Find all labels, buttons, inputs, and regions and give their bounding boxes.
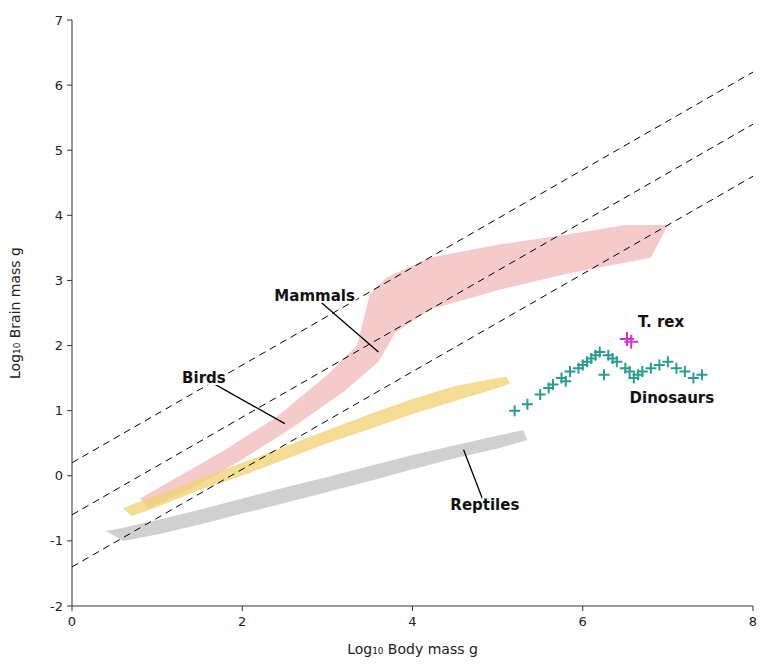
point xyxy=(599,369,610,380)
y-tick xyxy=(67,606,72,607)
y-tick xyxy=(67,410,72,411)
y-tick-label: 1 xyxy=(55,403,63,418)
annotation: Mammals xyxy=(274,287,355,305)
point xyxy=(628,373,639,384)
point xyxy=(522,399,533,410)
y-tick-label: 4 xyxy=(55,208,63,223)
guide-line xyxy=(72,176,753,567)
x-tick-label: 6 xyxy=(579,614,587,629)
y-tick xyxy=(67,215,72,216)
y-tick-label: 5 xyxy=(55,143,63,158)
point xyxy=(679,366,690,377)
point xyxy=(577,360,588,371)
point xyxy=(662,356,673,367)
y-tick xyxy=(67,150,72,151)
plot-area xyxy=(72,72,753,567)
y-tick xyxy=(67,345,72,346)
point xyxy=(611,356,622,367)
annotation: Reptiles xyxy=(450,496,519,514)
y-tick xyxy=(67,475,72,476)
chart: 0 2 4 6 8 -2 -1 0 1 2 3 4 5 6 7 Log₁₀ Body mass g Log₁₀ … xyxy=(0,0,777,668)
y-tick-label: 2 xyxy=(55,338,63,353)
y-tick xyxy=(67,540,72,541)
point xyxy=(509,405,520,416)
x-tick-label: 4 xyxy=(408,614,416,629)
point xyxy=(688,373,699,384)
y-tick-label: 0 xyxy=(55,468,63,483)
point xyxy=(535,389,546,400)
x-tick xyxy=(412,606,413,611)
x-tick xyxy=(753,606,754,611)
point xyxy=(560,376,571,387)
annotation: Birds xyxy=(182,369,226,387)
x-tick-label: 2 xyxy=(238,614,246,629)
y-tick-label: -2 xyxy=(50,599,63,614)
x-axis-label: Log₁₀ Body mass g xyxy=(347,641,478,657)
y-tick-label: 7 xyxy=(55,13,63,28)
x-tick xyxy=(72,606,73,611)
y-axis-line xyxy=(72,20,73,606)
annotation: Dinosaurs xyxy=(630,389,715,407)
annotation: T. rex xyxy=(638,313,684,331)
x-tick xyxy=(582,606,583,611)
point xyxy=(624,335,638,349)
y-tick xyxy=(67,280,72,281)
y-tick xyxy=(67,85,72,86)
x-tick-label: 0 xyxy=(68,614,76,629)
point xyxy=(547,379,558,390)
y-tick-label: -1 xyxy=(50,533,63,548)
y-tick xyxy=(67,20,72,21)
y-tick-label: 3 xyxy=(55,273,63,288)
x-tick xyxy=(242,606,243,611)
y-axis-label: Log₁₀ Brain mass g xyxy=(7,247,23,379)
guide-line xyxy=(72,72,753,463)
guide-line xyxy=(72,124,753,515)
y-tick-label: 6 xyxy=(55,78,63,93)
x-tick-label: 8 xyxy=(749,614,757,629)
group-area xyxy=(140,225,668,508)
